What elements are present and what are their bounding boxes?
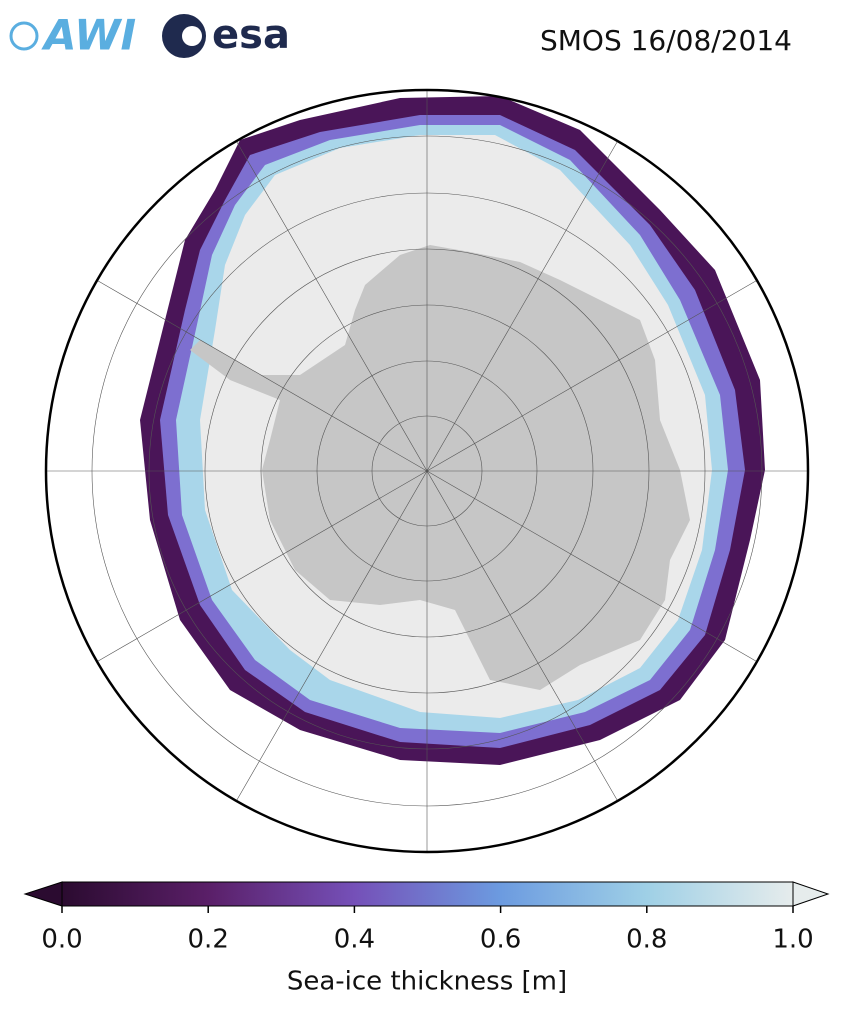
antarctica — [190, 245, 690, 690]
title: SMOS 16/08/2014 — [540, 24, 792, 57]
colorbar-tick-label: 0.4 — [334, 925, 375, 955]
colorbar-extend-low — [23, 881, 63, 907]
colorbar-tick-label: 0.0 — [41, 925, 82, 955]
colorbar-tick-label: 0.8 — [626, 925, 667, 955]
colorbar-label: Sea-ice thickness [m] — [287, 967, 567, 997]
colorbar-tick-label: 1.0 — [772, 925, 813, 955]
colorbar-extend-high — [792, 881, 830, 907]
colorbar-tick-label: 0.6 — [480, 925, 521, 955]
colorbar: 0.0 0.2 0.4 0.6 0.8 1.0 — [23, 881, 830, 955]
graticule — [46, 90, 808, 852]
awi-logo: AWI — [9, 11, 136, 60]
awi-logo-text: AWI — [41, 11, 136, 60]
map — [46, 90, 808, 852]
colorbar-tick-label: 0.2 — [188, 925, 229, 955]
map-border — [44, 88, 810, 854]
colorbar-scale — [61, 881, 794, 907]
esa-logo: esa — [162, 12, 290, 58]
esa-logo-text: esa — [212, 12, 290, 58]
